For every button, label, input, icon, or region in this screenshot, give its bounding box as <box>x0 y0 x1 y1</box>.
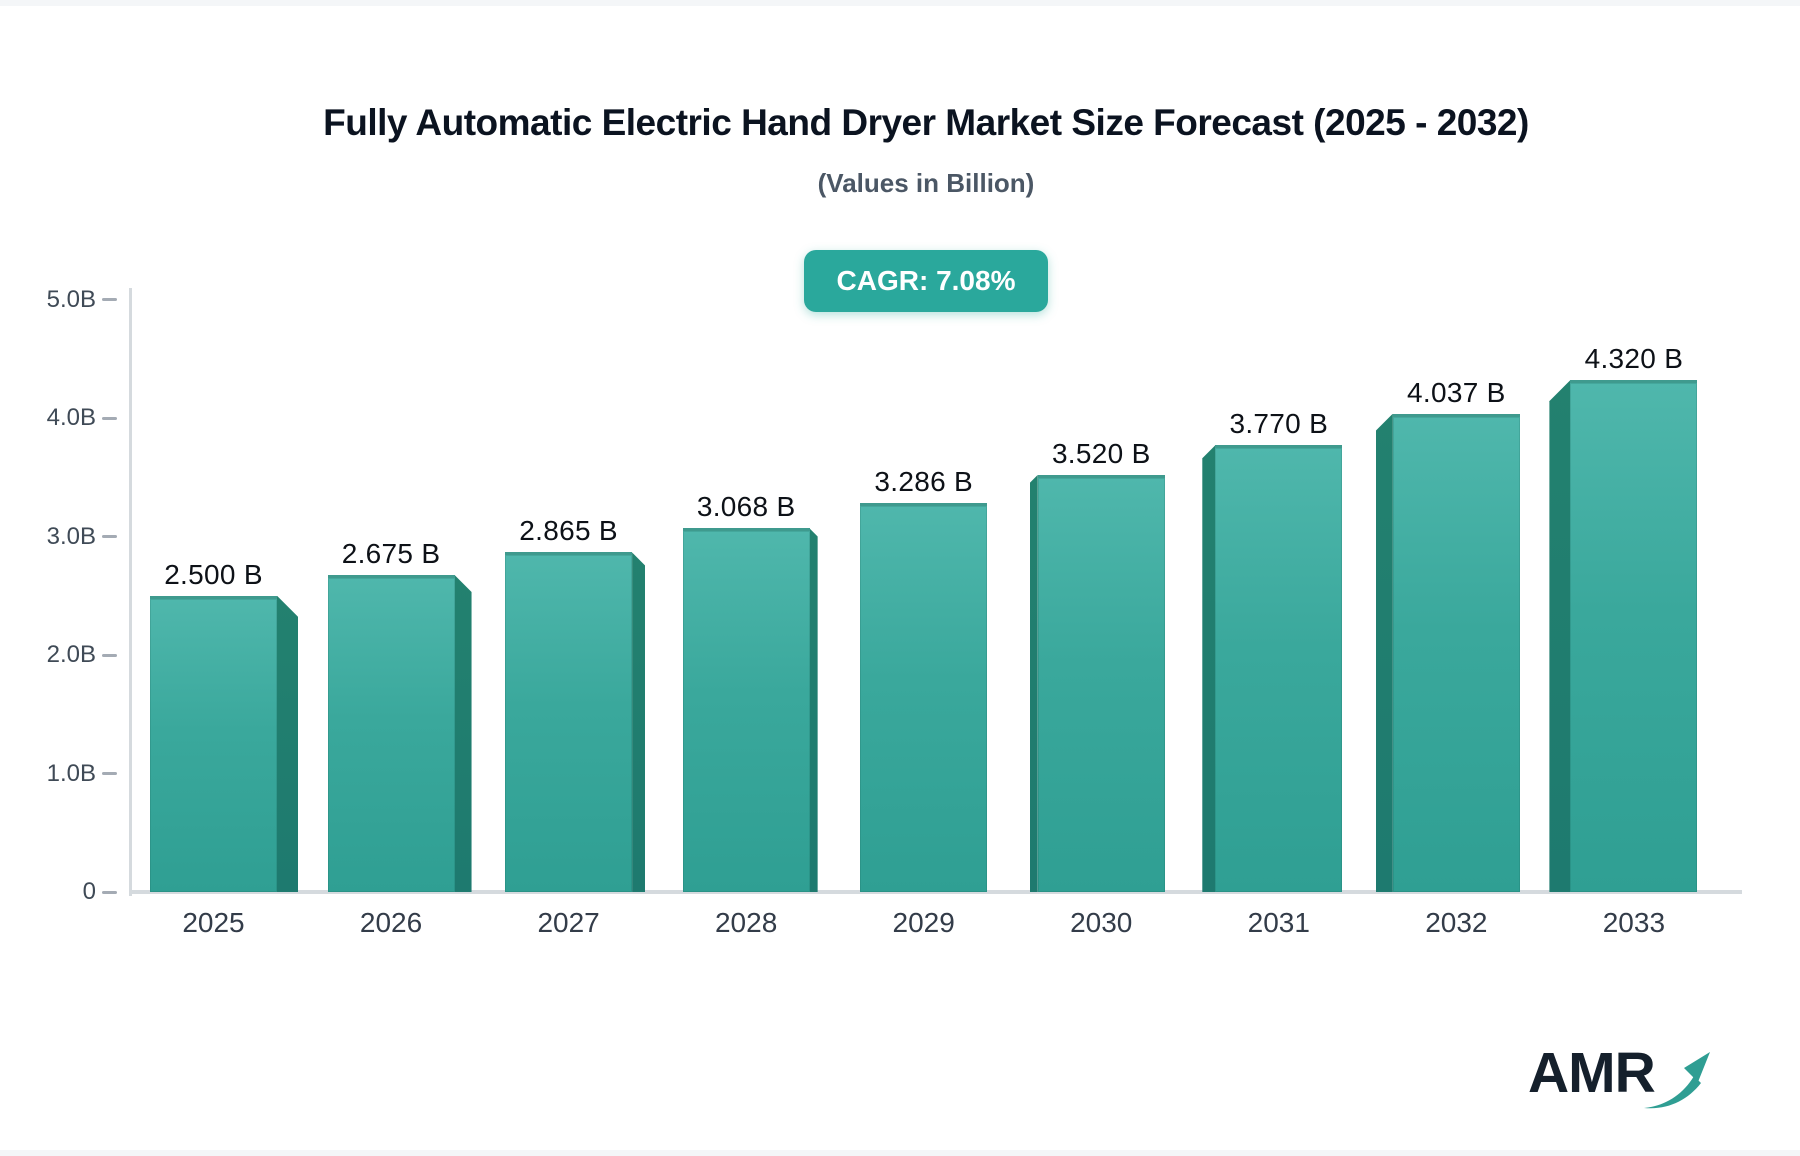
bar-side-panel <box>1029 474 1038 892</box>
bar-2031 <box>1215 445 1343 892</box>
y-tick-mark <box>102 653 117 657</box>
y-tick-mark <box>102 772 117 775</box>
bar-2026 <box>327 575 455 892</box>
x-axis-label: 2027 <box>537 907 600 938</box>
bar-side-panel <box>454 575 472 892</box>
x-axis-label: 2033 <box>1602 907 1666 938</box>
x-axis-label: 2028 <box>714 907 778 938</box>
x-axis-label: 2029 <box>892 907 955 938</box>
x-axis-label: 2026 <box>359 907 423 938</box>
y-tick-label: 3.0B <box>46 522 96 550</box>
bar-side-panel <box>1202 445 1216 892</box>
x-axis-label: 2030 <box>1070 907 1133 938</box>
bar-value-label: 2.500 B <box>164 558 263 590</box>
cagr-badge-wrap: CAGR: 7.08% <box>52 250 1800 312</box>
y-tick-label: 0 <box>82 878 96 905</box>
bar-2030 <box>1037 474 1165 892</box>
chart-header: Fully Automatic Electric Hand Dryer Mark… <box>52 6 1800 346</box>
amr-logo-text: AMR <box>1528 1041 1656 1105</box>
chart-title: Fully Automatic Electric Hand Dryer Mark… <box>323 102 1529 143</box>
chart-card: Fully Automatic Electric Hand Dryer Mark… <box>0 6 1800 1150</box>
bar-2032 <box>1392 413 1520 892</box>
y-tick-label: 5.0B <box>46 285 96 313</box>
cagr-badge: CAGR: 7.08% <box>803 250 1049 312</box>
bar-value-label: 3.068 B <box>696 491 796 523</box>
bar-value-label: 2.865 B <box>519 515 618 547</box>
bar-side-panel <box>1549 380 1571 892</box>
y-tick-mark <box>102 535 117 538</box>
bar-value-label: 4.320 B <box>1584 343 1684 375</box>
bar-2033 <box>1570 380 1698 892</box>
bar-side-panel <box>1375 413 1393 892</box>
y-axis-line <box>129 288 132 896</box>
bar-2025 <box>150 595 277 892</box>
y-tick-label: 1.0B <box>46 759 96 787</box>
chart-subtitle: (Values in Billion) <box>817 168 1035 198</box>
bar-chart-plot: 0 1.0B 2.0B 3.0B 4.0B 5.0B 2.500 B 2025 2.675 B 2… <box>0 6 1800 1150</box>
x-axis-baseline <box>129 890 1742 894</box>
bar-value-label: 4.037 B <box>1407 376 1506 408</box>
y-tick-label: 4.0B <box>46 404 96 431</box>
growth-arrow-icon <box>1644 1052 1710 1109</box>
bar-side-panel <box>809 528 818 892</box>
x-axis-label: 2032 <box>1425 907 1488 938</box>
bar-value-label: 2.675 B <box>341 538 441 569</box>
y-tick-mark <box>102 298 117 301</box>
bar-2027 <box>505 552 633 892</box>
bar-value-label: 3.286 B <box>874 465 973 497</box>
bar-side-panel <box>277 595 298 892</box>
y-tick-mark <box>102 416 117 420</box>
bar-value-label: 3.770 B <box>1229 408 1329 440</box>
amr-logo: AMR <box>1528 1038 1778 1128</box>
x-axis-label: 2025 <box>182 907 245 938</box>
bar-value-label: 3.520 B <box>1051 437 1151 469</box>
bar-2028 <box>682 528 810 892</box>
x-axis-label: 2031 <box>1247 907 1310 938</box>
y-tick-mark <box>102 890 117 894</box>
bar-side-panel <box>632 552 646 892</box>
y-tick-label: 2.0B <box>46 641 96 668</box>
bar-2029 <box>860 502 988 892</box>
